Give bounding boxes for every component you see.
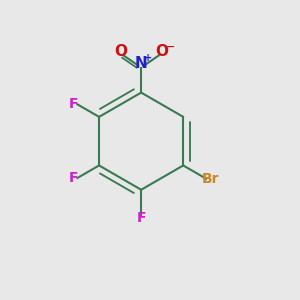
Text: F: F — [136, 211, 146, 225]
Text: O: O — [155, 44, 168, 59]
Text: O: O — [114, 44, 127, 59]
Text: +: + — [144, 53, 152, 63]
Text: N: N — [135, 56, 148, 70]
Text: −: − — [166, 42, 175, 52]
Text: F: F — [69, 171, 79, 185]
Text: Br: Br — [202, 172, 220, 186]
Text: F: F — [69, 98, 79, 111]
